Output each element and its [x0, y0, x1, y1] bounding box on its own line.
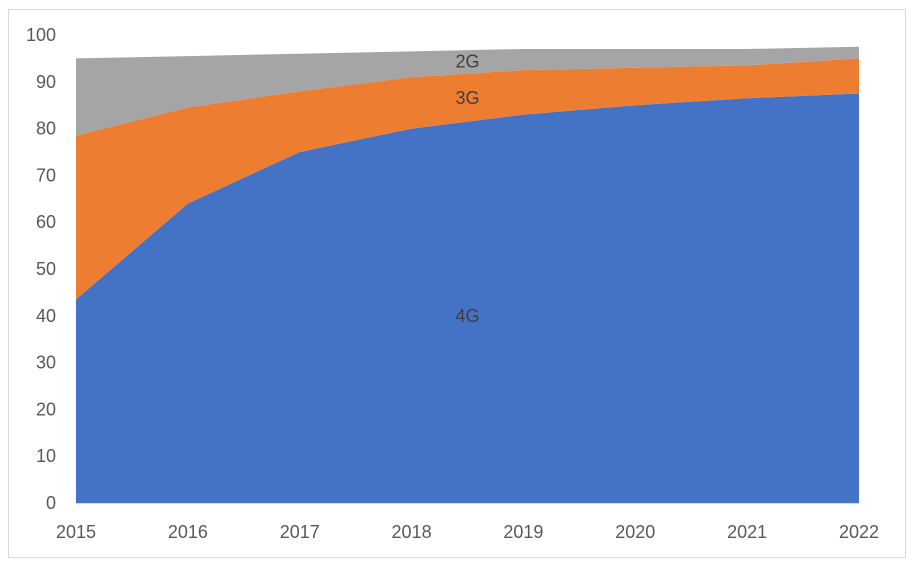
- series-label-3g: 3G: [455, 88, 479, 108]
- x-tick-label: 2021: [727, 522, 767, 542]
- x-axis-ticks: 2015 2016 2017 2018 2019 2020 2021 2022: [56, 522, 879, 542]
- area-4g: [76, 93, 859, 503]
- y-axis-ticks: 0 10 20 30 40 50 60 70 80 90 100: [26, 25, 56, 513]
- y-tick-label: 30: [36, 353, 56, 373]
- y-tick-label: 70: [36, 165, 56, 185]
- area-layer: [76, 46, 859, 503]
- area-2g: [76, 46, 859, 136]
- y-tick-label: 60: [36, 212, 56, 232]
- y-tick-label: 0: [46, 493, 56, 513]
- x-tick-label: 2017: [280, 522, 320, 542]
- y-tick-label: 10: [36, 446, 56, 466]
- y-tick-label: 40: [36, 306, 56, 326]
- x-tick-label: 2015: [56, 522, 96, 542]
- series-label-2g: 2G: [455, 52, 479, 72]
- x-tick-label: 2016: [168, 522, 208, 542]
- y-tick-label: 80: [36, 119, 56, 139]
- y-tick-label: 20: [36, 399, 56, 419]
- y-tick-label: 90: [36, 72, 56, 92]
- series-label-4g: 4G: [455, 306, 479, 326]
- x-tick-label: 2022: [839, 522, 879, 542]
- y-tick-label: 50: [36, 259, 56, 279]
- x-tick-label: 2020: [615, 522, 655, 542]
- x-tick-label: 2019: [503, 522, 543, 542]
- area-3g: [76, 58, 859, 300]
- x-tick-label: 2018: [392, 522, 432, 542]
- series-labels: 4G 3G 2G: [455, 52, 479, 326]
- y-tick-label: 100: [26, 25, 56, 45]
